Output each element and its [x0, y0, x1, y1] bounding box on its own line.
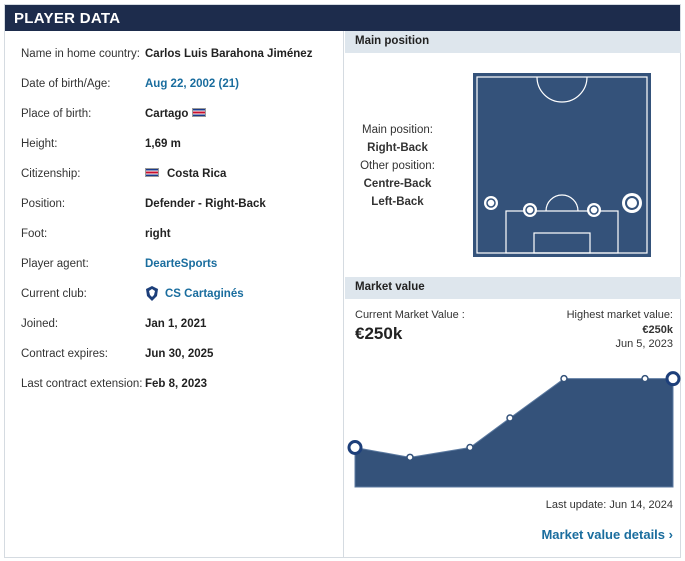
- market-value-details-link[interactable]: Market value details ›: [541, 527, 673, 542]
- detail-value: Costa Rica: [145, 165, 226, 183]
- market-value-area: [354, 378, 674, 488]
- main-position-header: Main position: [345, 31, 681, 53]
- detail-value: Defender - Right-Back: [145, 195, 266, 213]
- last-update: Last update: Jun 14, 2024: [545, 499, 673, 511]
- detail-label: Current club:: [21, 288, 87, 300]
- market-value-point[interactable]: [560, 374, 568, 383]
- current-value-label: Current Market Value :: [355, 309, 465, 321]
- detail-value-text: right: [145, 228, 171, 240]
- detail-value[interactable]: CS Cartaginés: [145, 285, 244, 303]
- position-dot-centre-back: [523, 203, 537, 217]
- detail-label: Citizenship:: [21, 168, 81, 180]
- main-position-label: Main position:: [362, 124, 433, 136]
- market-value-point[interactable]: [506, 414, 514, 422]
- costa-rica-flag-icon: [192, 108, 207, 118]
- position-dot-right-back: [622, 193, 642, 213]
- detail-value: Jan 1, 2021: [145, 315, 206, 333]
- chevron-right-icon: ›: [668, 527, 673, 542]
- player-data-card: PLAYER DATA Name in home country: Carlos …: [4, 4, 681, 558]
- detail-value-text[interactable]: DearteSports: [145, 258, 218, 270]
- right-column: Main position Main position: Right-Back …: [345, 31, 681, 559]
- player-details: Name in home country: Carlos Luis Barahon…: [5, 31, 344, 557]
- detail-value: Jun 30, 2025: [145, 345, 213, 363]
- detail-label: Contract expires:: [21, 348, 108, 360]
- detail-label: Place of birth:: [21, 108, 92, 120]
- detail-label: Date of birth/Age:: [21, 78, 111, 90]
- market-value-details-text[interactable]: Market value details: [541, 527, 666, 542]
- position-dot-left-back: [484, 196, 498, 210]
- highest-value: €250k: [642, 324, 673, 336]
- detail-value: 1,69 m: [145, 135, 181, 153]
- detail-label: Name in home country:: [21, 48, 140, 60]
- highest-value-label: Highest market value:: [566, 309, 673, 321]
- current-value: €250k: [355, 324, 403, 343]
- detail-label: Player agent:: [21, 258, 89, 270]
- main-position-value: Right-Back: [367, 142, 428, 154]
- detail-label: Joined:: [21, 318, 59, 330]
- detail-label: Last contract extension:: [21, 378, 143, 390]
- detail-value: right: [145, 225, 171, 243]
- market-value-chart[interactable]: [345, 359, 681, 509]
- detail-value[interactable]: DearteSports: [145, 255, 217, 273]
- detail-value-text: Carlos Luis Barahona Jiménez: [145, 48, 313, 60]
- detail-value-text[interactable]: Aug 22, 2002 (21): [145, 78, 239, 90]
- market-value-point[interactable]: [347, 440, 363, 455]
- detail-value[interactable]: Aug 22, 2002 (21): [145, 75, 239, 93]
- detail-value-text: 1,69 m: [145, 138, 181, 150]
- detail-label: Foot:: [21, 228, 48, 240]
- market-value-point[interactable]: [466, 443, 474, 452]
- detail-value-text[interactable]: CS Cartaginés: [165, 288, 244, 300]
- detail-value-text: Defender - Right-Back: [145, 198, 266, 210]
- market-value-point[interactable]: [406, 453, 414, 462]
- card-header: PLAYER DATA: [5, 5, 680, 31]
- club-crest-icon[interactable]: [145, 286, 159, 302]
- market-value-panel: Current Market Value : €250k Highest mar…: [345, 299, 681, 559]
- detail-value-text: Feb 8, 2023: [145, 378, 208, 390]
- market-value-point[interactable]: [641, 374, 649, 383]
- market-value-point[interactable]: [665, 371, 681, 387]
- pitch-diagram: [473, 73, 651, 257]
- other-position-label: Other position:: [360, 160, 435, 172]
- costa-rica-flag-icon: [145, 168, 159, 178]
- detail-value: Feb 8, 2023: [145, 375, 207, 393]
- detail-value-text: Jun 30, 2025: [145, 348, 214, 360]
- other-position-value: Centre-Back: [363, 178, 432, 190]
- position-text: Main position: Right-Back Other position…: [345, 121, 450, 211]
- market-value-header: Market value: [345, 277, 681, 299]
- other-position-value: Left-Back: [371, 196, 424, 208]
- detail-value-text: Jan 1, 2021: [145, 318, 207, 330]
- detail-label: Height:: [21, 138, 58, 150]
- highest-value-date: Jun 5, 2023: [615, 338, 674, 350]
- detail-value-text: Costa Rica: [167, 168, 227, 180]
- position-dot-centre-back: [587, 203, 601, 217]
- detail-value-text: Cartago: [145, 108, 189, 120]
- detail-value: Carlos Luis Barahona Jiménez: [145, 45, 312, 63]
- main-position-panel: Main position: Right-Back Other position…: [345, 53, 681, 277]
- detail-value: Cartago: [145, 105, 210, 123]
- detail-label: Position:: [21, 198, 66, 210]
